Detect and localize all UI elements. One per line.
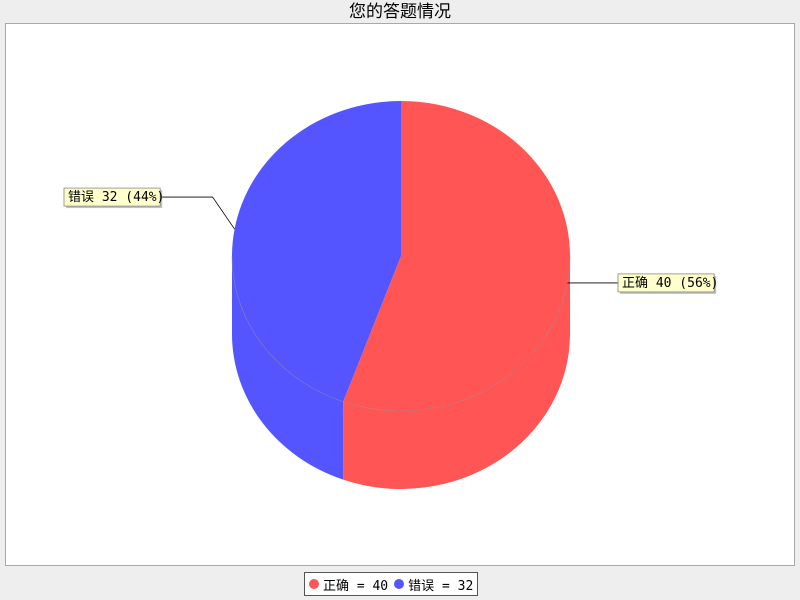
legend-label-correct: 正确 = 40 bbox=[323, 578, 389, 594]
label-box-1 bbox=[63, 187, 161, 207]
legend-item-correct: 正确 = 40 bbox=[309, 575, 388, 594]
legend: 正确 = 40 错误 = 32 bbox=[304, 572, 479, 596]
legend-swatch-correct bbox=[309, 579, 319, 589]
legend-item-wrong: 错误 = 32 bbox=[394, 575, 473, 594]
legend-swatch-wrong bbox=[394, 579, 405, 589]
plot-area: 正确 40 (56%) 错误 32 (44%) bbox=[5, 23, 795, 566]
pie-chart: 正确 40 (56%) 错误 32 (44%) bbox=[63, 101, 718, 489]
slice-label-0: 正确 40 (56%) bbox=[622, 276, 718, 291]
pie-top-edge bbox=[231, 255, 571, 412]
pie-slice-1 bbox=[232, 101, 401, 402]
chart-title: 您的答题情况 bbox=[349, 2, 451, 22]
label-line-1 bbox=[160, 196, 235, 230]
pie-side-0 bbox=[343, 256, 570, 489]
slice-label-1: 错误 32 (44%) bbox=[68, 190, 164, 205]
pie-slice-0 bbox=[343, 101, 571, 412]
pie-side-1 bbox=[232, 256, 344, 480]
label-box-0 bbox=[617, 273, 715, 293]
legend-label-wrong: 错误 = 32 bbox=[408, 578, 474, 594]
